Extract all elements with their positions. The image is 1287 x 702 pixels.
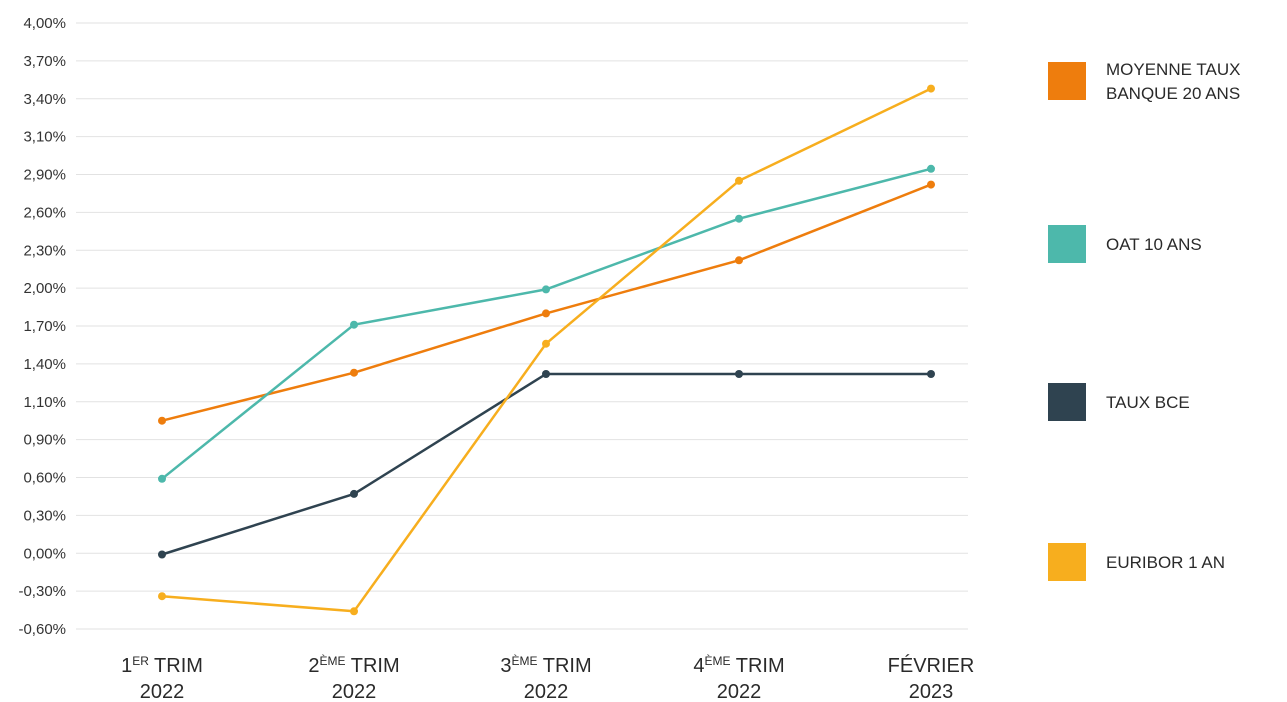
legend-item-taux-bce: TAUX BCE	[1048, 383, 1281, 421]
legend-item-euribor: EURIBOR 1 AN	[1048, 543, 1281, 581]
y-tick-label: 3,70%	[23, 53, 66, 70]
y-tick-label: 2,90%	[23, 167, 66, 184]
y-tick-label: -0,30%	[18, 583, 66, 600]
x-tick-label: 1ER TRIM	[121, 654, 203, 677]
y-tick-label: 0,90%	[23, 432, 66, 449]
data-point	[350, 607, 358, 616]
data-point	[542, 339, 550, 348]
data-point	[542, 285, 550, 294]
x-tick-year: 2023	[909, 681, 954, 702]
y-tick-label: 2,00%	[23, 280, 66, 297]
y-tick-label: 1,10%	[23, 394, 66, 411]
legend-label: TAUX BCE	[1106, 393, 1190, 412]
legend-label: MOYENNE TAUX BANQUE 20 ANS	[1106, 60, 1241, 103]
y-tick-label: 2,30%	[23, 242, 66, 259]
y-tick-label: 4,00%	[23, 15, 66, 32]
data-point	[735, 256, 743, 265]
legend-swatch	[1048, 383, 1086, 421]
grid-lines	[76, 22, 968, 630]
data-point	[735, 176, 743, 185]
legend-item-oat: OAT 10 ANS	[1048, 225, 1281, 263]
y-tick-label: 1,40%	[23, 356, 66, 373]
data-point	[735, 214, 743, 223]
line-chart: -0,60% -0,30% 0,00% 0,30% 0,60% 0,90% 1,10% 1,4…	[18, 15, 974, 702]
x-axis-tick-labels: 1ER TRIM 2022 2ÈME TRIM 2022 3ÈME TRIM 2022 4È…	[121, 653, 974, 702]
x-tick-year: 2022	[140, 681, 185, 702]
y-tick-label: 0,00%	[23, 545, 66, 562]
x-tick-label: FÉVRIER	[888, 654, 975, 677]
legend-swatch	[1048, 62, 1086, 100]
series-points	[158, 84, 935, 616]
y-tick-label: 2,60%	[23, 204, 66, 221]
data-point	[350, 368, 358, 377]
legend-swatch	[1048, 543, 1086, 581]
x-tick-label: 3ÈME TRIM	[500, 653, 591, 677]
data-point	[158, 592, 166, 601]
y-tick-label: -0,60%	[18, 621, 66, 638]
chart-legend: MOYENNE TAUX BANQUE 20 ANS OAT 10 ANS TA…	[1048, 0, 1287, 702]
data-point	[927, 84, 935, 93]
legend-label: OAT 10 ANS	[1106, 235, 1202, 254]
data-point	[927, 164, 935, 173]
data-point	[927, 180, 935, 189]
y-tick-label: 3,40%	[23, 91, 66, 108]
y-tick-label: 3,10%	[23, 129, 66, 146]
x-tick-label: 2ÈME TRIM	[308, 653, 399, 677]
y-tick-label: 0,30%	[23, 507, 66, 524]
data-point	[542, 309, 550, 318]
data-point	[158, 416, 166, 425]
series-line-1	[161, 167, 932, 480]
y-tick-label: 0,60%	[23, 470, 66, 487]
y-tick-label: 1,70%	[23, 318, 66, 335]
data-point	[735, 370, 743, 378]
y-axis-tick-labels: -0,60% -0,30% 0,00% 0,30% 0,60% 0,90% 1,10% 1,4…	[18, 15, 66, 638]
data-point	[158, 550, 166, 559]
x-tick-year: 2022	[717, 681, 762, 702]
legend-swatch	[1048, 225, 1086, 263]
legend-item-moyenne-taux: MOYENNE TAUX BANQUE 20 ANS	[1048, 60, 1281, 106]
data-point	[350, 320, 358, 329]
series-line-2	[161, 372, 931, 556]
x-tick-year: 2022	[332, 681, 377, 702]
data-point	[350, 489, 358, 498]
series-line-3	[161, 87, 932, 613]
data-point	[927, 370, 935, 378]
legend-label: EURIBOR 1 AN	[1106, 553, 1226, 572]
data-point	[542, 370, 550, 378]
x-tick-year: 2022	[524, 681, 569, 702]
x-tick-label: 4ÈME TRIM	[693, 653, 784, 677]
data-point	[158, 474, 166, 483]
series-lines	[161, 87, 932, 613]
